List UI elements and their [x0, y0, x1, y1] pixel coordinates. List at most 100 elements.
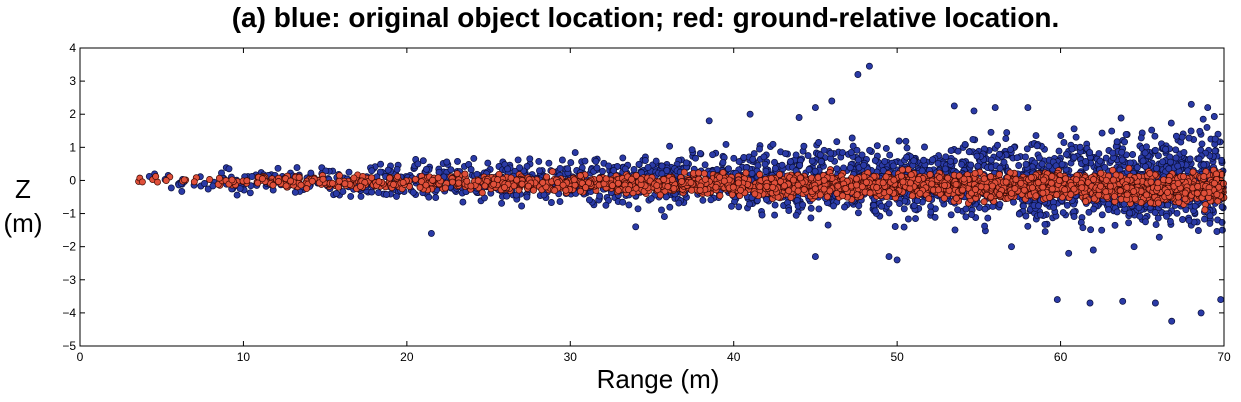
blue-point: [1117, 114, 1125, 122]
blue-point: [593, 164, 601, 172]
blue-point: [545, 159, 553, 167]
red-point: [1109, 176, 1117, 184]
blue-point: [692, 154, 699, 162]
blue-point: [1036, 211, 1044, 219]
blue-point: [1070, 153, 1078, 161]
blue-point: [393, 192, 400, 200]
blue-point: [927, 208, 935, 216]
blue-point: [858, 151, 866, 159]
red-point: [853, 191, 861, 199]
red-point: [1154, 199, 1162, 207]
blue-point: [1154, 214, 1162, 222]
blue-point: [1204, 104, 1212, 112]
red-point: [576, 172, 584, 180]
blue-point: [556, 198, 564, 206]
blue-point: [1113, 138, 1121, 146]
red-point: [243, 177, 251, 185]
red-point: [980, 198, 988, 206]
blue-point: [1022, 212, 1030, 220]
blue-point: [1143, 143, 1150, 151]
blue-point: [634, 205, 642, 213]
blue-point: [644, 163, 652, 171]
blue-point: [1197, 309, 1205, 317]
blue-point: [459, 198, 467, 206]
blue-point: [647, 195, 655, 203]
blue-point: [427, 229, 435, 237]
blue-point: [746, 200, 753, 208]
red-point: [1039, 183, 1047, 191]
red-point: [1078, 184, 1086, 192]
blue-point: [941, 165, 949, 173]
blue-point: [885, 200, 893, 208]
blue-point: [605, 162, 613, 170]
red-series: [135, 164, 1228, 214]
red-point: [906, 185, 914, 193]
blue-point: [322, 167, 330, 175]
red-point: [678, 178, 686, 185]
red-point: [1147, 178, 1155, 186]
blue-point: [918, 167, 926, 175]
blue-point: [376, 168, 384, 176]
red-point: [882, 173, 890, 181]
blue-point: [630, 166, 638, 173]
blue-point: [1070, 213, 1078, 221]
red-point: [297, 181, 305, 189]
red-point: [925, 195, 933, 203]
blue-point: [903, 153, 911, 161]
red-point: [441, 184, 449, 192]
blue-point: [969, 135, 977, 143]
blue-point: [498, 199, 506, 207]
red-point: [582, 184, 590, 191]
blue-point: [913, 197, 921, 205]
blue-point: [815, 139, 823, 146]
red-point: [1102, 176, 1110, 184]
blue-point: [384, 166, 392, 174]
blue-point: [377, 160, 385, 168]
red-point: [952, 180, 960, 188]
blue-point: [1015, 162, 1023, 169]
blue-point: [632, 223, 640, 231]
red-point: [336, 172, 343, 179]
blue-point: [556, 164, 564, 172]
blue-point: [393, 165, 401, 173]
blue-point: [740, 154, 748, 161]
blue-point: [1154, 152, 1162, 160]
blue-point: [663, 167, 671, 174]
blue-point: [1185, 134, 1193, 142]
blue-point: [516, 164, 524, 172]
red-point: [335, 183, 342, 191]
blue-point: [1113, 208, 1121, 216]
blue-point: [996, 164, 1004, 172]
red-point: [350, 174, 358, 182]
red-point: [987, 193, 995, 201]
red-point: [287, 177, 295, 185]
red-point: [1097, 169, 1105, 177]
red-point: [1164, 188, 1171, 196]
blue-point: [709, 151, 717, 159]
blue-point: [995, 150, 1003, 158]
red-point: [228, 176, 236, 184]
blue-point: [800, 142, 808, 150]
red-point: [776, 171, 784, 178]
red-point: [995, 171, 1003, 178]
red-point: [1028, 184, 1036, 192]
red-point: [335, 177, 343, 185]
red-point: [455, 179, 463, 187]
red-point: [734, 179, 742, 187]
blue-point: [1002, 135, 1010, 143]
red-point: [206, 176, 214, 183]
blue-point: [981, 222, 989, 230]
blue-point: [660, 213, 668, 221]
red-point: [834, 182, 842, 190]
blue-point: [722, 140, 730, 148]
blue-point: [987, 128, 995, 136]
blue-point: [547, 199, 555, 206]
blue-point: [599, 167, 606, 175]
blue-point: [447, 166, 455, 174]
red-point: [152, 173, 160, 180]
red-point: [501, 183, 508, 191]
red-point: [908, 192, 916, 200]
red-point: [481, 182, 489, 190]
blue-point: [1038, 160, 1046, 168]
red-point: [1189, 168, 1197, 176]
